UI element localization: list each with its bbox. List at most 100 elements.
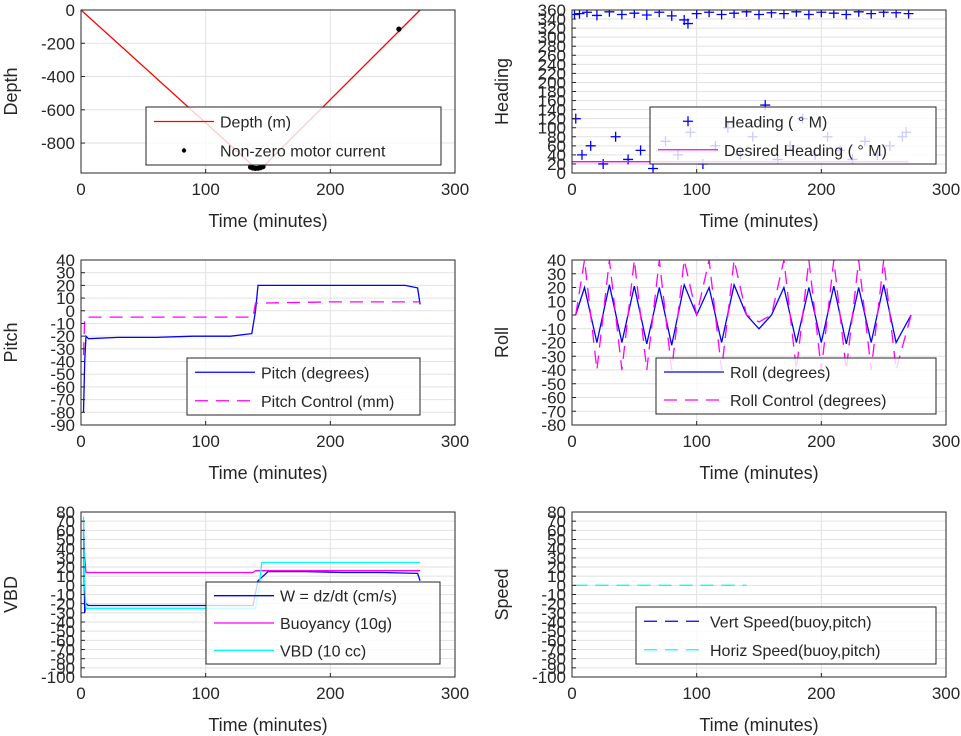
- y-tick-label: 80: [56, 503, 75, 522]
- x-tick-label: 300: [932, 432, 960, 451]
- legend-label: Vert Speed(buoy,pitch): [710, 614, 872, 631]
- legend-box: [655, 357, 937, 415]
- x-tick-label: 300: [441, 432, 469, 451]
- y-tick-label: 300: [538, 28, 566, 47]
- y-tick-label: 180: [538, 83, 566, 102]
- y-tick-label: 220: [538, 64, 566, 83]
- y-tick-label: 0: [557, 306, 566, 325]
- x-tick-label: 0: [567, 432, 576, 451]
- y-tick-label: -20: [541, 595, 566, 614]
- y-tick-label: 40: [56, 251, 75, 270]
- data-point: [682, 18, 693, 29]
- y-tick-label: -80: [50, 650, 75, 669]
- y-tick-label: 320: [538, 19, 566, 38]
- legend: Depth (m) Non-zero motor current: [145, 106, 442, 166]
- data-point: [629, 10, 640, 19]
- data-point: [803, 10, 814, 20]
- y-tick-label: 10: [547, 567, 566, 586]
- chart-roll: 0 100 200 300-80-70-60-50-40-30-20-10010203…: [492, 251, 960, 483]
- x-tick-label: 200: [316, 180, 344, 199]
- y-tick-label: -90: [50, 659, 75, 678]
- data-point: [704, 10, 715, 18]
- series-line-1: [575, 260, 912, 371]
- data-point: [729, 10, 740, 19]
- y-tick-label: 0: [66, 576, 75, 595]
- legend-box: [635, 606, 937, 665]
- y-tick-label: 10: [56, 289, 75, 308]
- y-tick-label: 260: [538, 46, 566, 65]
- y-tick-label: 10: [547, 292, 566, 311]
- data-point: [604, 10, 615, 17]
- legend-label: Pitch Control (mm): [261, 394, 394, 411]
- x-tick-label: 300: [932, 180, 960, 199]
- legend-swatch: [181, 148, 187, 153]
- y-axis-label: Depth: [1, 67, 21, 115]
- y-tick-label: 20: [547, 155, 566, 174]
- y-tick-label: -20: [541, 334, 566, 353]
- x-tick-label: 0: [76, 684, 85, 703]
- data-point: [616, 10, 627, 20]
- chart-depth: 0 100 200 300 -800 -600 -400 -200 0 Time (minutes…: [1, 1, 469, 231]
- y-tick-label: -60: [541, 631, 566, 650]
- y-tick-label: -80: [541, 416, 566, 435]
- data-point: [791, 10, 802, 17]
- x-axis-label: Time (minutes): [208, 211, 327, 231]
- legend-box: [649, 106, 937, 165]
- y-tick-label: -40: [541, 361, 566, 380]
- legend: Heading ( ° M) Desired Heading ( ° M): [649, 106, 937, 165]
- y-tick-label: 120: [538, 110, 566, 129]
- y-tick-label: -90: [541, 659, 566, 678]
- y-tick-label: -40: [541, 613, 566, 632]
- y-tick-label: -60: [50, 378, 75, 397]
- x-tick-label: 200: [316, 684, 344, 703]
- data-point: [648, 163, 659, 173]
- series-layer: [575, 260, 912, 371]
- legend-label: Horiz Speed(buoy,pitch): [710, 643, 880, 660]
- y-tick-label: 50: [56, 531, 75, 550]
- axes-box: [80, 9, 456, 174]
- legend: Vert Speed(buoy,pitch) Horiz Speed(buoy,p…: [635, 606, 937, 665]
- x-tick-label: 300: [441, 684, 469, 703]
- y-tick-label: 40: [547, 540, 566, 559]
- y-tick-label: -100: [532, 668, 566, 687]
- y-tick-label: 30: [56, 264, 75, 283]
- data-point: [853, 10, 864, 17]
- data-point: [878, 10, 889, 18]
- y-tick-label: -50: [50, 622, 75, 641]
- y-tick-label: -200: [41, 34, 75, 53]
- x-axis-label: Time (minutes): [208, 463, 327, 483]
- y-tick-label: 20: [547, 558, 566, 577]
- data-point: [766, 10, 777, 18]
- y-tick-label: 60: [547, 521, 566, 540]
- chart-pitch: 0 100 200 300-90-80-70-60-50-40-30-20-10010…: [1, 251, 469, 483]
- data-point: [666, 10, 677, 21]
- data-point: [754, 10, 764, 20]
- data-point: [841, 10, 852, 20]
- legend-label: Roll (degrees): [730, 365, 830, 382]
- x-tick-label: 300: [932, 684, 960, 703]
- data-point: [891, 10, 902, 18]
- x-axis-label: Time (minutes): [699, 463, 818, 483]
- y-tick-label: 40: [547, 146, 566, 165]
- y-tick-label: 40: [56, 540, 75, 559]
- legend-label: Depth (m): [220, 115, 291, 132]
- x-tick-label: 100: [682, 684, 710, 703]
- y-tick-label: 80: [547, 128, 566, 147]
- y-tick-label: -30: [541, 347, 566, 366]
- x-tick-label: 0: [76, 432, 85, 451]
- y-tick-label: 0: [557, 576, 566, 595]
- y-tick-label: 70: [547, 512, 566, 531]
- y-axis-label: Pitch: [1, 322, 21, 362]
- y-tick-label: -50: [50, 365, 75, 384]
- legend-label: Pitch (degrees): [261, 365, 370, 382]
- y-tick-label: -800: [41, 134, 75, 153]
- y-tick-label: 30: [56, 549, 75, 568]
- data-point: [716, 10, 727, 20]
- x-tick-label: 300: [441, 180, 469, 199]
- legend-swatch: [683, 116, 693, 127]
- legend-label: VBD (10 cc): [280, 643, 366, 660]
- x-tick-label: 100: [191, 684, 219, 703]
- data-point: [581, 10, 592, 18]
- x-tick-label: 0: [76, 180, 85, 199]
- data-point: [610, 131, 621, 142]
